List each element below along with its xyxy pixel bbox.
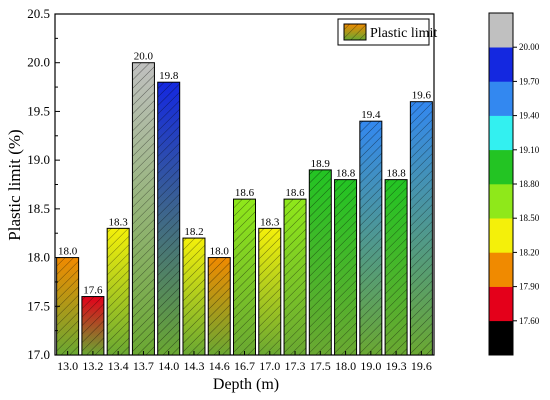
bar-17.3: 18.6 (283, 187, 307, 356)
x-tick-label: 19.3 (386, 359, 407, 373)
bar-18.0: 18.8 (334, 168, 358, 356)
x-tick-label: 17.3 (285, 359, 306, 373)
x-tick-label: 19.6 (411, 359, 432, 373)
colorbar: 17.60 17.90 18.20 18.50 18.80 19.10 19.40 19.70… (488, 12, 540, 356)
colorbar-segment (489, 184, 513, 219)
bar-value-label: 18.8 (336, 168, 356, 180)
bar-value-label: 18.9 (311, 158, 331, 170)
bar-outline (258, 227, 282, 356)
y-axis-label: Plastic limit (%) (5, 129, 24, 240)
bar-16.7: 18.6 (233, 187, 256, 356)
colorbar-segment (489, 47, 513, 82)
y-tick-label: 19.5 (27, 103, 50, 118)
x-axis: 13.0 13.2 13.4 13.7 14.0 14.3 14.6 16.7 17.0 17.3… (57, 351, 432, 373)
bar-outline (81, 296, 105, 356)
plot-area: 18.0 17.6 18.3 20.0 19.8 18.2 18.0 18.6 18.3 18.6… (54, 13, 435, 356)
colorbar-tick-label: 17.90 (519, 282, 540, 292)
bar-17.5: 18.9 (308, 158, 332, 356)
bar-13.7: 20.0 (131, 51, 155, 356)
bar-17.0: 18.3 (258, 216, 282, 356)
colorbar-tick-label: 17.60 (519, 316, 540, 326)
x-tick-label: 13.0 (57, 359, 78, 373)
bar-outline (283, 198, 307, 356)
colorbar-tick-label: 19.10 (519, 145, 540, 155)
bar-outline (409, 101, 433, 356)
colorbar-segment (489, 115, 513, 151)
colorbar-tick-label: 18.80 (519, 179, 540, 189)
colorbar-segment (489, 320, 513, 356)
bar-value-label: 18.0 (58, 246, 78, 258)
legend-swatch-outline (343, 23, 367, 41)
bar-value-label: 17.6 (83, 285, 103, 297)
y-tick-label: 17.0 (27, 347, 50, 362)
bar-outline (131, 62, 155, 356)
y-axis: 17.0 17.5 18.0 18.5 19.0 19.5 20.0 20.5 (27, 6, 60, 362)
x-tick-label: 19.0 (360, 359, 381, 373)
colorbar-tick-label: 19.40 (519, 111, 540, 121)
colorbar-tick-label: 18.50 (519, 213, 540, 223)
y-tick-label: 20.5 (27, 6, 50, 21)
y-tick-label: 20.0 (27, 55, 50, 70)
legend: Plastic limit (337, 18, 437, 46)
x-tick-label: 18.0 (335, 359, 356, 373)
bar-outline (157, 81, 181, 356)
bar-value-label: 20.0 (134, 51, 154, 63)
bar-outline (308, 169, 332, 356)
bar-value-label: 18.6 (235, 187, 255, 199)
colorbar-tick-label: 20.00 (519, 42, 540, 52)
x-tick-label: 13.4 (108, 359, 129, 373)
colorbar-tick-label: 19.70 (519, 76, 540, 86)
bar-value-label: 18.2 (184, 226, 203, 238)
colorbar-segment (489, 149, 513, 185)
bar-value-label: 19.8 (159, 70, 179, 82)
x-tick-label: 17.5 (310, 359, 331, 373)
bar-19.3: 18.8 (384, 168, 408, 356)
bar-outline (359, 120, 383, 356)
colorbar-segment (489, 218, 513, 253)
bar-14.6: 18.0 (207, 246, 231, 356)
bar-outline (233, 198, 256, 356)
y-tick-label: 17.5 (27, 298, 50, 313)
bar-outline (106, 227, 130, 356)
x-tick-label: 14.0 (158, 359, 179, 373)
bar-14.3: 18.2 (182, 226, 206, 356)
x-axis-label: Depth (m) (213, 376, 279, 393)
x-tick-label: 13.2 (82, 359, 103, 373)
bar-outline (334, 179, 358, 356)
bar-value-label: 19.4 (361, 109, 381, 121)
bar-13.2: 17.6 (81, 285, 105, 356)
x-tick-label: 16.7 (234, 359, 255, 373)
y-tick-label: 19.0 (27, 152, 50, 167)
x-tick-label: 13.7 (133, 359, 154, 373)
bar-14.0: 19.8 (157, 70, 181, 356)
bar-outline (384, 179, 408, 356)
bar-value-label: 18.8 (386, 168, 406, 180)
bar-19.6: 19.6 (409, 90, 433, 356)
bar-19.0: 19.4 (359, 109, 383, 356)
colorbar-segment (489, 13, 513, 48)
x-tick-label: 14.3 (183, 359, 204, 373)
bar-value-label: 18.3 (260, 216, 280, 228)
y-tick-label: 18.5 (27, 201, 50, 216)
bar-value-label: 18.3 (109, 216, 129, 228)
y-tick-label: 18.0 (27, 250, 50, 265)
colorbar-tick-label: 18.20 (519, 247, 540, 257)
colorbar-segment (489, 286, 513, 322)
colorbar-segment (489, 81, 513, 116)
bar-value-label: 19.6 (412, 90, 432, 102)
bar-outline (182, 237, 206, 356)
bar-value-label: 18.0 (210, 246, 230, 258)
bar-13.4: 18.3 (106, 216, 130, 356)
bar-value-label: 18.6 (285, 187, 305, 199)
bar-13.0: 18.0 (56, 246, 80, 356)
x-tick-label: 17.0 (259, 359, 280, 373)
x-tick-label: 14.6 (209, 359, 230, 373)
bar-outline (207, 257, 231, 356)
colorbar-segment (489, 252, 513, 287)
legend-label: Plastic limit (370, 26, 437, 41)
